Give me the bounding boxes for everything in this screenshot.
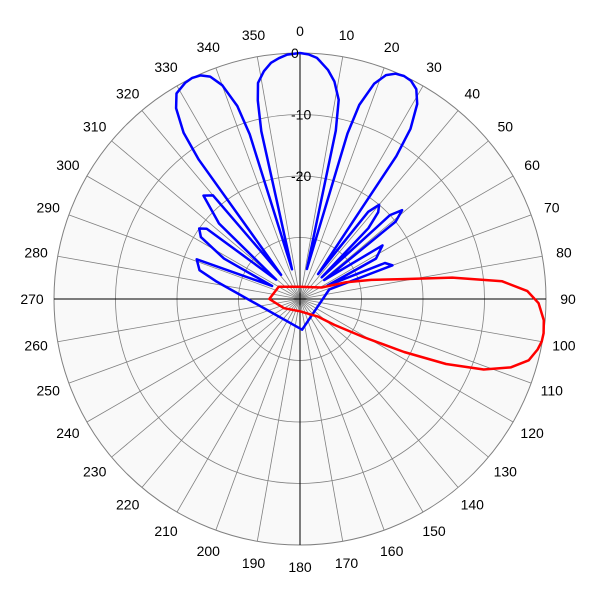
- angle-label: 120: [520, 425, 544, 441]
- angle-label: 90: [560, 291, 576, 307]
- angle-label: 330: [154, 59, 178, 75]
- angle-label: 80: [556, 245, 572, 261]
- angle-label: 290: [37, 199, 61, 215]
- angle-label: 300: [56, 157, 80, 173]
- angle-label: 30: [426, 59, 442, 75]
- angle-label: 310: [83, 119, 107, 135]
- angle-label: 220: [116, 496, 140, 512]
- angle-label: 270: [20, 291, 44, 307]
- angle-label: 130: [494, 463, 518, 479]
- angle-label: 340: [197, 39, 221, 55]
- radial-label: -20: [291, 168, 311, 184]
- series-layer: [174, 51, 546, 371]
- radial-label: 0: [291, 45, 299, 61]
- angle-label: 50: [498, 119, 514, 135]
- angle-label: 140: [461, 496, 485, 512]
- angle-label: 350: [242, 27, 266, 43]
- angle-label: 230: [83, 463, 107, 479]
- angle-label: 180: [288, 559, 312, 575]
- angle-label: 60: [524, 157, 540, 173]
- angle-label: 280: [24, 245, 48, 261]
- angle-label: 40: [465, 86, 481, 102]
- angle-label: 0: [296, 23, 304, 39]
- angle-label: 150: [422, 523, 446, 539]
- angle-label: 200: [197, 543, 221, 559]
- angle-label: 10: [339, 27, 355, 43]
- angle-label: 160: [380, 543, 404, 559]
- angle-label: 320: [116, 86, 140, 102]
- angle-label: 20: [384, 39, 400, 55]
- angle-label: 250: [37, 383, 61, 399]
- angle-label: 190: [242, 555, 266, 571]
- angle-label: 110: [541, 383, 564, 399]
- series-line-1: [174, 51, 419, 331]
- angle-label: 240: [56, 425, 80, 441]
- grid: [53, 52, 547, 546]
- radial-label: -10: [291, 107, 311, 123]
- angle-label: 70: [544, 199, 560, 215]
- angle-label: 100: [552, 338, 576, 354]
- series-line-2: [268, 276, 546, 371]
- angle-label: 260: [24, 338, 48, 354]
- angle-label: 210: [154, 523, 178, 539]
- angle-label: 170: [335, 555, 359, 571]
- labels: 0 10 20 30 40 50 60 70 80 90 100 110 120 130 140 150 160…: [20, 23, 576, 575]
